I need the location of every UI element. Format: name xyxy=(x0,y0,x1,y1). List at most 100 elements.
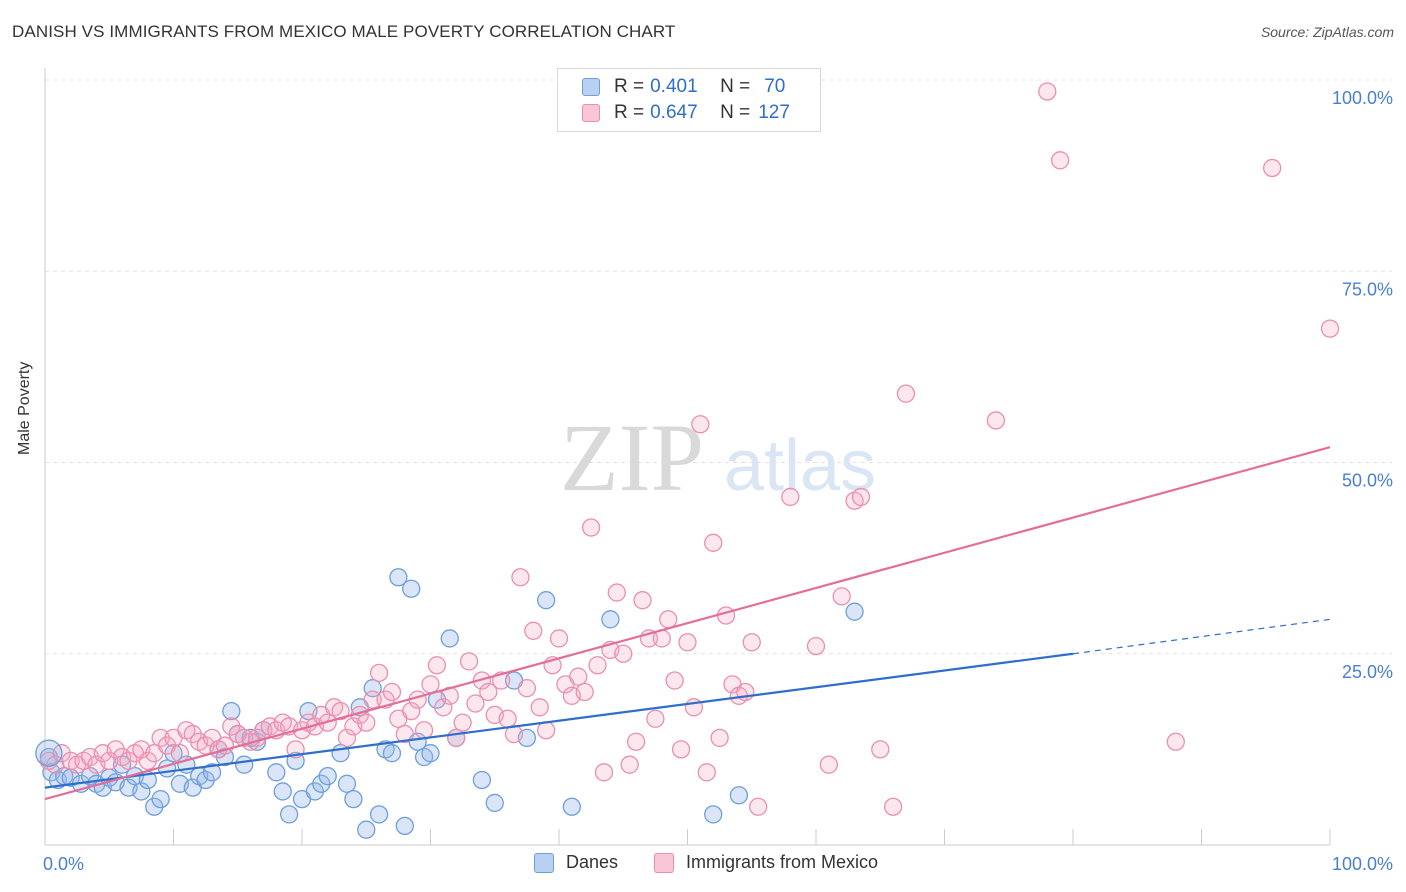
mexico-point xyxy=(511,568,530,587)
mexico-point xyxy=(883,797,903,816)
grid-lines xyxy=(45,79,1392,655)
mexico-point xyxy=(402,701,421,721)
danes-point xyxy=(845,602,864,621)
mexico-point xyxy=(395,724,414,744)
danes-point xyxy=(273,782,292,801)
danes-legend-swatch xyxy=(534,852,554,873)
mexico-point xyxy=(581,518,601,537)
mexico-point xyxy=(1320,319,1340,338)
y-tick-label: 50.0% xyxy=(1342,471,1393,491)
y-tick-label: 25.0% xyxy=(1342,662,1393,682)
mexico-swatch xyxy=(582,104,600,122)
x-tick-label: 0.0% xyxy=(43,854,84,874)
mexico-point xyxy=(986,411,1006,430)
r-label: R = xyxy=(614,76,645,97)
danes-point xyxy=(235,755,254,774)
tick-labels: 25.0% 50.0% 75.0% 100.0% 0.0% 100.0% xyxy=(43,88,1393,874)
mexico-point xyxy=(569,667,588,686)
danes-point xyxy=(337,774,357,793)
mexico-point xyxy=(742,633,761,652)
mexico-point xyxy=(1263,158,1282,178)
mexico-point xyxy=(421,675,440,694)
source-label: Source: ZipAtlas.com xyxy=(1260,24,1394,40)
mexico-point xyxy=(633,591,652,610)
danes-point xyxy=(151,789,170,809)
mexico-point xyxy=(806,636,826,656)
danes-point xyxy=(704,805,723,824)
mexico-point xyxy=(691,415,710,434)
danes-point xyxy=(35,739,63,767)
legend-label-danes: Danes xyxy=(566,852,619,872)
mexico-point xyxy=(363,690,382,709)
mexico-point xyxy=(819,755,838,774)
mexico-point xyxy=(427,656,447,675)
danes-point xyxy=(357,820,376,839)
n-label: N = xyxy=(720,76,751,97)
mexico-point xyxy=(331,701,350,721)
mexico-point xyxy=(459,652,479,671)
danes-point xyxy=(369,805,389,824)
mexico-point xyxy=(614,644,633,663)
correlation-legend: R = 0.401 N = 70 R = 0.647 N = 127 xyxy=(557,68,821,132)
legend-row-danes: R = 0.401 N = 70 xyxy=(582,74,785,100)
mexico-point xyxy=(607,583,626,602)
mexico-point xyxy=(517,679,537,698)
danes-swatch xyxy=(582,78,600,96)
danes-point xyxy=(389,568,408,587)
mexico-point xyxy=(524,621,543,640)
mexico-point xyxy=(704,533,723,552)
mexico-point xyxy=(665,671,684,690)
danes-point xyxy=(395,816,414,836)
danes-point xyxy=(318,767,337,786)
mexico-point xyxy=(671,740,691,759)
danes-trend-line xyxy=(44,652,1074,789)
danes-point xyxy=(331,744,350,763)
mexico-point xyxy=(498,709,517,728)
mexico-point xyxy=(549,629,569,648)
mexico-point xyxy=(479,682,498,702)
mexico-point xyxy=(530,698,549,717)
y-tick-label: 75.0% xyxy=(1342,279,1393,299)
mexico-point xyxy=(434,698,453,717)
mexico-point xyxy=(337,728,357,748)
mexico-point xyxy=(871,740,890,759)
danes-point xyxy=(132,782,151,801)
watermark-zip: ZIP xyxy=(560,404,704,511)
mexico-point xyxy=(575,682,594,702)
danes-point xyxy=(537,591,556,610)
r-value: 0.401 xyxy=(650,76,698,97)
danes-point xyxy=(344,789,363,809)
mexico-point xyxy=(537,721,556,740)
danes-point xyxy=(421,744,440,763)
mexico-point xyxy=(781,487,800,507)
mexico-trend-line xyxy=(44,446,1331,801)
mexico-point xyxy=(382,682,402,702)
mexico-point xyxy=(749,797,768,816)
mexico-point xyxy=(710,728,729,748)
mexico-point xyxy=(453,713,472,732)
danes-trend-extension xyxy=(1072,618,1331,655)
danes-point xyxy=(562,797,581,816)
r-value: 0.647 xyxy=(650,102,698,123)
r-label: R = xyxy=(614,102,645,123)
danes-point xyxy=(485,793,504,813)
mexico-point xyxy=(588,656,607,675)
mexico-point xyxy=(896,384,916,403)
watermark: ZIP atlas xyxy=(560,404,876,511)
legend-item-mexico[interactable]: Immigrants from Mexico xyxy=(654,852,878,873)
mexico-point xyxy=(620,755,639,774)
axes xyxy=(44,68,1331,846)
series-legend: Danes Immigrants from Mexico xyxy=(0,852,1406,876)
mexico-point xyxy=(466,694,485,713)
mexico-point xyxy=(414,721,434,740)
trend-lines xyxy=(44,446,1331,801)
danes-point xyxy=(382,744,402,763)
n-label: N = xyxy=(720,102,751,123)
danes-point xyxy=(279,805,299,824)
legend-row-mexico: R = 0.647 N = 127 xyxy=(582,100,790,126)
mexico-point xyxy=(678,633,697,652)
mexico-point xyxy=(716,606,736,625)
mexico-point xyxy=(369,663,389,683)
danes-point xyxy=(440,629,459,648)
legend-item-danes[interactable]: Danes xyxy=(534,852,618,873)
